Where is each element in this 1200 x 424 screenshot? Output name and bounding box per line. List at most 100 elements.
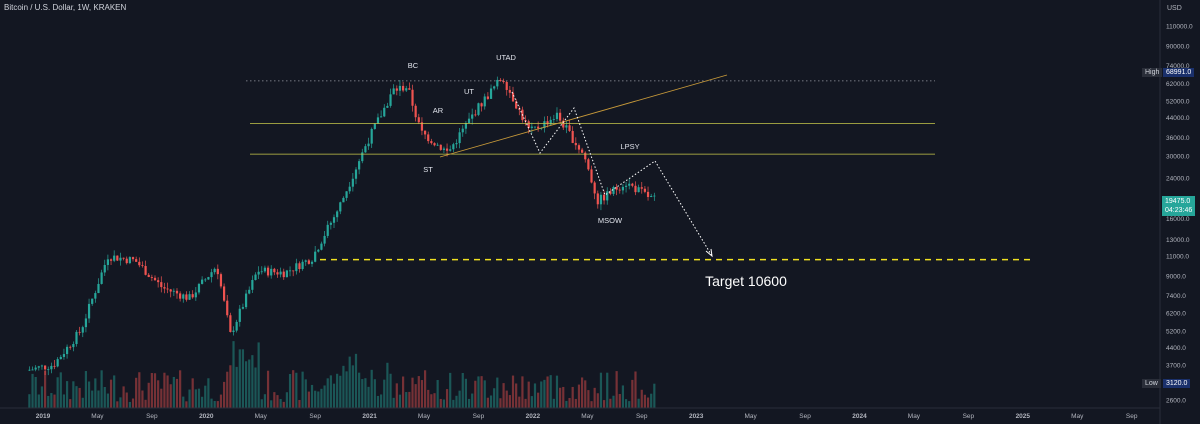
volume-bar [163, 372, 166, 408]
candle-body [634, 185, 637, 193]
volume-bar [367, 386, 370, 408]
price-tick-label: 4400.0 [1166, 345, 1186, 352]
price-tick-label: 9000.0 [1166, 273, 1186, 280]
time-axis: 2019 May Sep 2020 May Sep 2021 May Sep 2022 May Sep… [0, 407, 1160, 420]
volume-bar [204, 385, 207, 408]
candle-body [408, 88, 411, 90]
candle-body [222, 286, 226, 301]
volume-bar [282, 401, 285, 408]
volume-bar [420, 380, 424, 408]
low-badge-label: Low [1145, 380, 1158, 387]
candle-body [612, 187, 615, 194]
volume-bar [213, 400, 216, 408]
candle-body [474, 114, 477, 116]
time-tick-label: 2021 [362, 413, 377, 420]
volume-bar [50, 393, 53, 408]
candle-body [499, 79, 502, 81]
time-tick-label: Sep [963, 413, 975, 420]
candle-body [568, 125, 571, 131]
time-tick-label: Sep [799, 413, 811, 420]
candle-body [439, 144, 442, 150]
volume-bar [606, 372, 609, 408]
volume-bar [75, 386, 78, 408]
time-tick-label: May [418, 413, 431, 420]
candle-body [78, 331, 81, 333]
candle-body [47, 369, 50, 371]
candle-body [232, 330, 235, 332]
high-badge: High [1142, 68, 1163, 77]
volume-bar [587, 390, 590, 408]
volume-bar [442, 399, 446, 408]
candle-body [116, 255, 119, 261]
volume-bar [339, 375, 342, 408]
volume-bar [537, 392, 540, 408]
candle-body [109, 259, 113, 261]
candle-body [464, 123, 468, 129]
volume-bar [141, 390, 144, 408]
volume-bar [467, 398, 471, 408]
volume-bar [53, 394, 56, 408]
volume-bar [292, 370, 295, 408]
volume-bar [310, 384, 314, 408]
candle-body [367, 143, 370, 147]
volume-bar [169, 384, 172, 408]
volume-bar [511, 375, 515, 408]
volume-bar [383, 379, 386, 408]
volume-bar [276, 395, 279, 408]
candle-body [276, 272, 279, 275]
candle-body [543, 121, 546, 129]
volume-bar [552, 398, 555, 408]
volume-bar [628, 401, 631, 408]
volume-bar [417, 376, 420, 408]
projection-path [511, 91, 713, 257]
candle-body [373, 123, 376, 129]
volume-bar [138, 372, 141, 408]
candle-body [452, 144, 455, 150]
volume-bar [599, 372, 603, 408]
time-tick-label: 2020 [199, 413, 214, 420]
volume-bar [59, 372, 62, 408]
volume-bar [273, 392, 276, 408]
candle-body [590, 169, 593, 183]
candle-body [530, 126, 533, 128]
candle-body [442, 148, 446, 150]
candle-body [31, 369, 34, 371]
candle-body [398, 85, 402, 91]
volume-bar [62, 394, 66, 408]
candle-body [502, 80, 505, 83]
candle-body [650, 196, 653, 198]
candle-body [100, 272, 103, 284]
volume-bar [568, 398, 571, 408]
annotation-utad: UTAD [496, 53, 516, 62]
candle-body [615, 187, 618, 190]
volume-bar [643, 394, 647, 408]
candle-body [449, 149, 452, 151]
volume-bar [505, 390, 508, 408]
volume-bar [609, 398, 612, 408]
candle-body [515, 101, 518, 109]
volume-bar [373, 379, 376, 408]
time-tick-label: 2024 [852, 413, 867, 420]
time-tick-label: May [581, 413, 594, 420]
price-tick-label: 110000.0 [1166, 24, 1193, 31]
volume-bar [464, 378, 468, 408]
candle-body [153, 277, 157, 281]
drawings [246, 74, 1035, 261]
volume-bar [577, 384, 581, 408]
volume-bar [621, 385, 625, 408]
candle-body [241, 307, 245, 309]
candle-body [69, 346, 72, 348]
volume-bar [329, 375, 332, 408]
volume-bar [584, 380, 587, 408]
volume-bar [376, 395, 380, 408]
candle-body [505, 82, 508, 90]
candle-body [81, 327, 84, 333]
candle-body [380, 116, 383, 118]
volume-bar [116, 401, 119, 408]
candle-body [201, 279, 204, 284]
candle-body [653, 195, 656, 197]
candle-body [329, 222, 332, 225]
volume-bar [386, 362, 389, 408]
volume-bar [125, 392, 128, 408]
